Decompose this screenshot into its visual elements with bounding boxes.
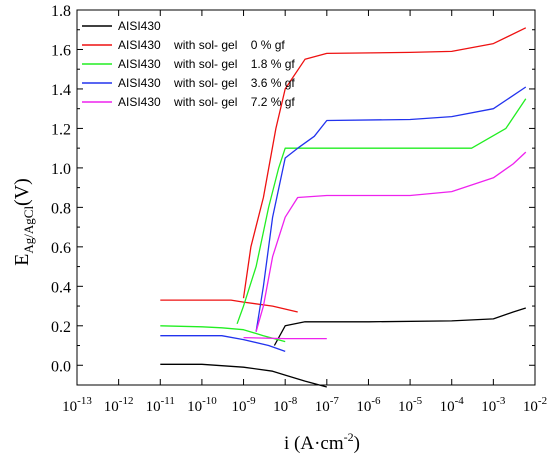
y-axis-title-unit: (V) [11, 178, 33, 206]
x-tick-label: 10-2 [523, 395, 547, 415]
y-tick-label: 1.6 [51, 42, 71, 59]
y-tick-label: 0.4 [51, 279, 71, 296]
x-tick-label: 10-11 [146, 395, 175, 415]
y-axis-title-sub: Ag/AgCl [21, 206, 36, 254]
series-4-cathodic-line [243, 336, 327, 340]
legend-label-4: AISI430 with sol- gel 7.2 % gf [118, 95, 295, 109]
series-0-cathodic-line [160, 363, 327, 388]
y-tick-label: 0.6 [51, 240, 71, 257]
x-axis-title-end: ) [354, 433, 360, 454]
x-tick-label: 10-8 [273, 395, 298, 415]
legend-label-1: AISI430 with sol- gel 0 % gf [118, 38, 285, 52]
series-3-cathodic-line [160, 335, 286, 353]
series-3-anodic-line [255, 86, 527, 332]
legend-label-0: AISI430 [118, 19, 161, 33]
y-axis-title: EAg/AgCl(V) [11, 178, 36, 266]
x-tick-label: 10-6 [356, 395, 381, 415]
y-tick-label: 0.0 [51, 358, 71, 375]
x-axis-title-main: i (A·cm [284, 433, 344, 454]
plot-frame [76, 9, 536, 386]
x-tick-label: 10-12 [104, 395, 134, 415]
y-tick-label: 1.4 [51, 82, 71, 99]
x-axis-title: i (A·cm-2) [284, 430, 360, 454]
x-tick-label: 10-4 [440, 395, 465, 415]
y-tick-label: 1.2 [51, 121, 71, 138]
x-axis-title-sup: -2 [344, 430, 354, 444]
x-tick-label: 10-9 [231, 395, 256, 415]
x-tick-label: 10-5 [398, 395, 423, 415]
y-axis-title-main: E [11, 254, 33, 266]
series-1-anodic-line [242, 27, 527, 299]
y-tick-label: 1.8 [51, 3, 71, 20]
series-1-cathodic-line [160, 299, 298, 313]
x-tick-label: 10-7 [315, 395, 340, 415]
series-2-anodic-line [236, 98, 527, 325]
y-tick-label: 1.0 [51, 161, 71, 178]
y-tick-label: 0.8 [51, 200, 71, 217]
series-2-cathodic-line [160, 325, 286, 343]
y-tick-label: 0.2 [51, 319, 71, 336]
series-4-anodic-line [255, 151, 527, 332]
series-0-anodic-line [273, 307, 526, 346]
x-tick-label: 10-10 [187, 395, 217, 415]
legend-label-2: AISI430 with sol- gel 1.8 % gf [118, 57, 295, 71]
x-tick-label: 10-3 [481, 395, 506, 415]
legend-label-3: AISI430 with sol- gel 3.6 % gf [118, 76, 295, 90]
legend: AISI430 AISI430 with sol- gel 0 % gf AISI4… [82, 19, 295, 109]
x-tick-label: 10-13 [62, 395, 92, 415]
